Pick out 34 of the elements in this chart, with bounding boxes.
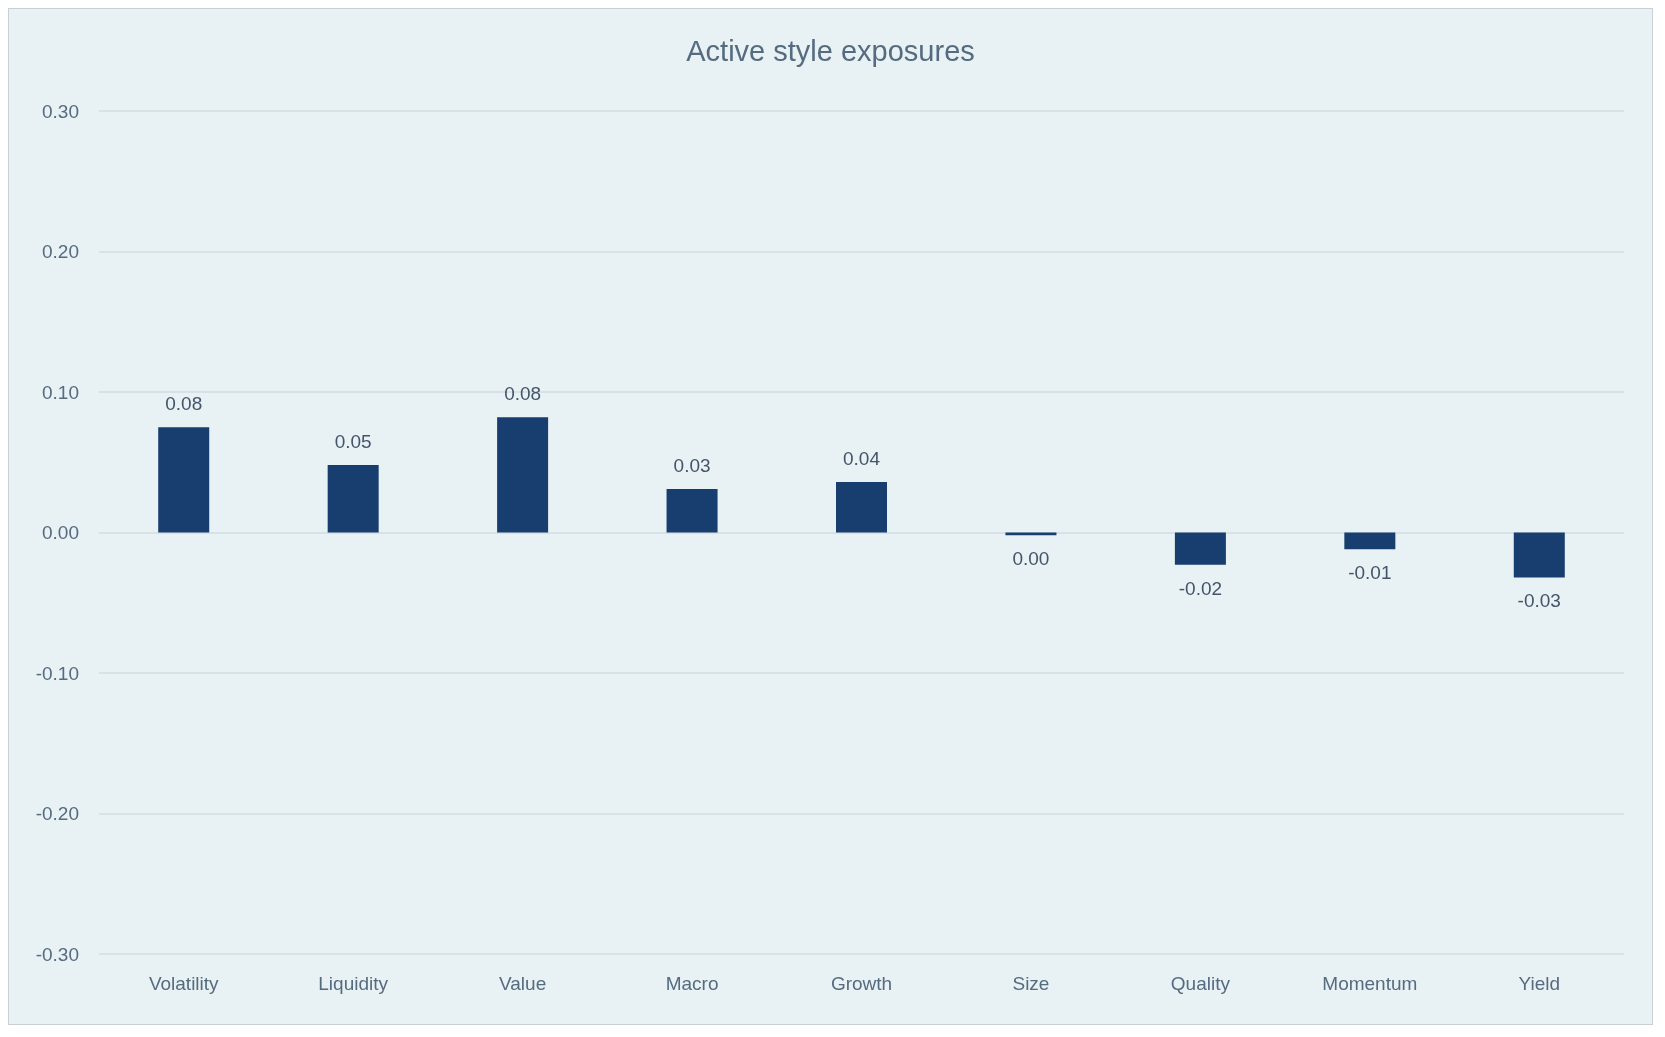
x-tick-label: Liquidity [318, 973, 389, 994]
bar [836, 481, 887, 533]
bar [158, 427, 210, 533]
x-tick-label: Quality [1170, 973, 1231, 994]
y-tick-label: 0.10 [42, 381, 79, 403]
x-tick-label: Macro [665, 973, 719, 994]
data-label: 0.00 [1012, 548, 1050, 570]
x-tick-label: Yield [1518, 973, 1561, 994]
data-label: -0.03 [1517, 590, 1561, 612]
x-tick-label: Size [1012, 973, 1050, 994]
bar [497, 417, 549, 533]
data-label: -0.02 [1178, 577, 1223, 599]
chart-title: Active style exposures [686, 34, 975, 67]
x-tick-label: Volatility [148, 973, 220, 994]
data-label: -0.01 [1348, 562, 1392, 584]
bar [327, 465, 379, 533]
x-tick-label: Value [499, 973, 547, 994]
data-label: 0.04 [843, 447, 881, 469]
y-tick-label: -0.30 [35, 943, 79, 965]
y-tick-label: 0.30 [42, 100, 79, 122]
data-label: 0.05 [334, 431, 372, 453]
y-tick-label: 0.00 [42, 522, 79, 543]
y-tick-label: -0.20 [35, 803, 79, 824]
y-tick-label: -0.10 [35, 662, 79, 684]
x-tick-label: Growth [830, 973, 893, 994]
x-tick-label: Momentum [1322, 973, 1418, 994]
data-label: 0.08 [165, 393, 203, 415]
bar [666, 488, 718, 533]
y-tick-label: 0.20 [42, 241, 79, 262]
data-label: 0.08 [504, 383, 542, 405]
bar [1344, 532, 1396, 550]
bar [1174, 532, 1226, 565]
data-label: 0.03 [673, 454, 711, 476]
bar [1513, 532, 1565, 578]
